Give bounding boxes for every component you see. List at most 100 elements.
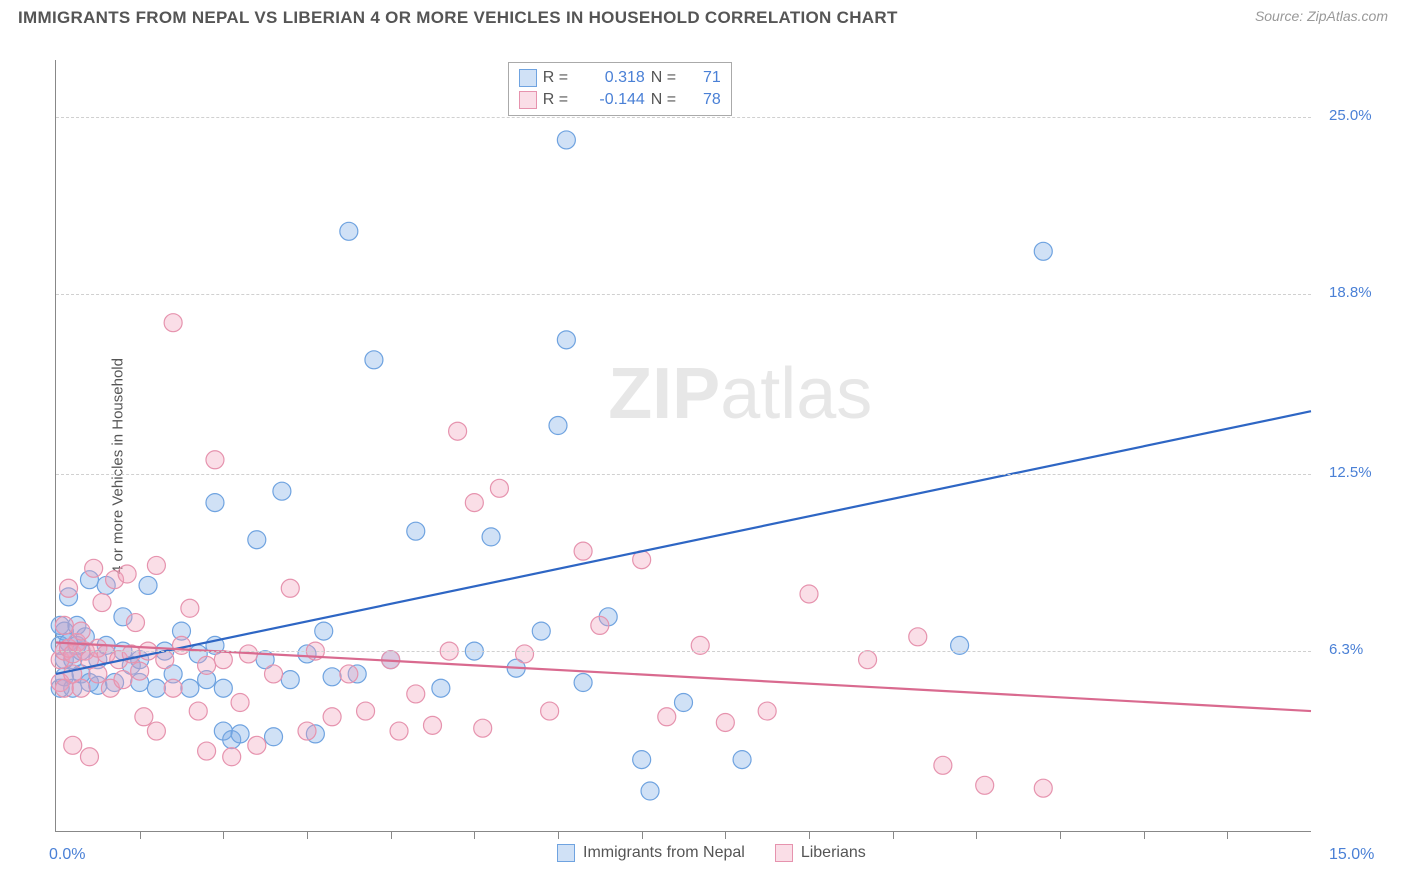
scatter-point-nepal bbox=[273, 482, 291, 500]
legend-stats-row-nepal: R =0.318N =71 bbox=[519, 67, 721, 89]
scatter-point-nepal bbox=[557, 331, 575, 349]
x-tick bbox=[1227, 831, 1228, 839]
scatter-point-nepal bbox=[733, 751, 751, 769]
x-tick bbox=[1060, 831, 1061, 839]
scatter-point-nepal bbox=[675, 694, 693, 712]
scatter-point-nepal bbox=[482, 528, 500, 546]
scatter-point-liberians bbox=[859, 651, 877, 669]
scatter-point-nepal bbox=[633, 751, 651, 769]
y-tick-label: 6.3% bbox=[1329, 641, 1363, 658]
scatter-point-liberians bbox=[934, 756, 952, 774]
scatter-point-liberians bbox=[118, 565, 136, 583]
scatter-point-nepal bbox=[340, 222, 358, 240]
scatter-point-liberians bbox=[147, 556, 165, 574]
scatter-point-liberians bbox=[716, 713, 734, 731]
legend-R-value-liberians: -0.144 bbox=[583, 89, 645, 111]
scatter-point-nepal bbox=[557, 131, 575, 149]
scatter-point-nepal bbox=[139, 576, 157, 594]
scatter-point-nepal bbox=[365, 351, 383, 369]
scatter-point-liberians bbox=[909, 628, 927, 646]
scatter-point-liberians bbox=[490, 479, 508, 497]
scatter-point-liberians bbox=[281, 579, 299, 597]
scatter-point-liberians bbox=[85, 559, 103, 577]
scatter-point-liberians bbox=[198, 742, 216, 760]
chart-area: 4 or more Vehicles in Household ZIPatlas… bbox=[0, 40, 1406, 892]
x-tick bbox=[307, 831, 308, 839]
x-axis-min-label: 0.0% bbox=[49, 846, 85, 864]
scatter-point-nepal bbox=[214, 679, 232, 697]
scatter-point-liberians bbox=[574, 542, 592, 560]
x-tick bbox=[474, 831, 475, 839]
x-tick bbox=[725, 831, 726, 839]
grid-line bbox=[56, 117, 1311, 118]
scatter-point-nepal bbox=[1034, 242, 1052, 260]
scatter-point-nepal bbox=[549, 417, 567, 435]
legend-bottom: Immigrants from NepalLiberians bbox=[557, 844, 866, 862]
scatter-point-liberians bbox=[72, 679, 90, 697]
scatter-point-liberians bbox=[214, 651, 232, 669]
legend-R-label: R = bbox=[543, 89, 577, 111]
scatter-point-liberians bbox=[298, 722, 316, 740]
scatter-point-liberians bbox=[658, 708, 676, 726]
scatter-point-nepal bbox=[323, 668, 341, 686]
scatter-point-liberians bbox=[189, 702, 207, 720]
legend-swatch-nepal bbox=[519, 69, 537, 87]
scatter-point-liberians bbox=[591, 616, 609, 634]
scatter-point-liberians bbox=[449, 422, 467, 440]
scatter-point-nepal bbox=[206, 494, 224, 512]
scatter-point-liberians bbox=[758, 702, 776, 720]
x-tick bbox=[893, 831, 894, 839]
scatter-point-liberians bbox=[164, 314, 182, 332]
scatter-point-liberians bbox=[64, 736, 82, 754]
scatter-point-nepal bbox=[532, 622, 550, 640]
scatter-point-nepal bbox=[265, 728, 283, 746]
legend-N-label: N = bbox=[651, 67, 685, 89]
trend-line-nepal bbox=[56, 411, 1311, 674]
scatter-point-liberians bbox=[206, 451, 224, 469]
legend-stats-box: R =0.318N =71R =-0.144N =78 bbox=[508, 62, 732, 116]
legend-swatch-liberians bbox=[519, 91, 537, 109]
scatter-point-liberians bbox=[800, 585, 818, 603]
scatter-point-liberians bbox=[357, 702, 375, 720]
scatter-point-nepal bbox=[574, 674, 592, 692]
x-tick bbox=[1144, 831, 1145, 839]
scatter-point-liberians bbox=[93, 594, 111, 612]
scatter-point-nepal bbox=[181, 679, 199, 697]
scatter-point-liberians bbox=[60, 579, 78, 597]
scatter-point-liberians bbox=[164, 679, 182, 697]
scatter-point-nepal bbox=[315, 622, 333, 640]
y-tick-label: 25.0% bbox=[1329, 107, 1372, 124]
scatter-point-liberians bbox=[390, 722, 408, 740]
y-tick-label: 18.8% bbox=[1329, 284, 1372, 301]
legend-stats-row-liberians: R =-0.144N =78 bbox=[519, 89, 721, 111]
scatter-point-nepal bbox=[147, 679, 165, 697]
legend-item-nepal: Immigrants from Nepal bbox=[557, 844, 745, 862]
scatter-point-liberians bbox=[407, 685, 425, 703]
scatter-point-liberians bbox=[126, 614, 144, 632]
legend-swatch-liberians bbox=[775, 844, 793, 862]
scatter-point-liberians bbox=[72, 622, 90, 640]
scatter-point-liberians bbox=[89, 665, 107, 683]
x-tick bbox=[223, 831, 224, 839]
grid-line bbox=[56, 474, 1311, 475]
scatter-point-liberians bbox=[474, 719, 492, 737]
scatter-point-liberians bbox=[340, 665, 358, 683]
scatter-point-liberians bbox=[114, 671, 132, 689]
x-tick bbox=[140, 831, 141, 839]
scatter-point-liberians bbox=[231, 694, 249, 712]
scatter-point-nepal bbox=[248, 531, 266, 549]
scatter-point-liberians bbox=[323, 708, 341, 726]
scatter-point-liberians bbox=[135, 708, 153, 726]
plot-svg bbox=[56, 60, 1311, 831]
legend-label-nepal: Immigrants from Nepal bbox=[583, 844, 745, 862]
scatter-point-nepal bbox=[641, 782, 659, 800]
chart-title: IMMIGRANTS FROM NEPAL VS LIBERIAN 4 OR M… bbox=[18, 8, 898, 28]
scatter-point-liberians bbox=[1034, 779, 1052, 797]
x-tick bbox=[976, 831, 977, 839]
x-tick bbox=[391, 831, 392, 839]
x-tick bbox=[809, 831, 810, 839]
scatter-point-liberians bbox=[198, 656, 216, 674]
legend-N-value-liberians: 78 bbox=[691, 89, 721, 111]
scatter-point-liberians bbox=[516, 645, 534, 663]
legend-R-value-nepal: 0.318 bbox=[583, 67, 645, 89]
